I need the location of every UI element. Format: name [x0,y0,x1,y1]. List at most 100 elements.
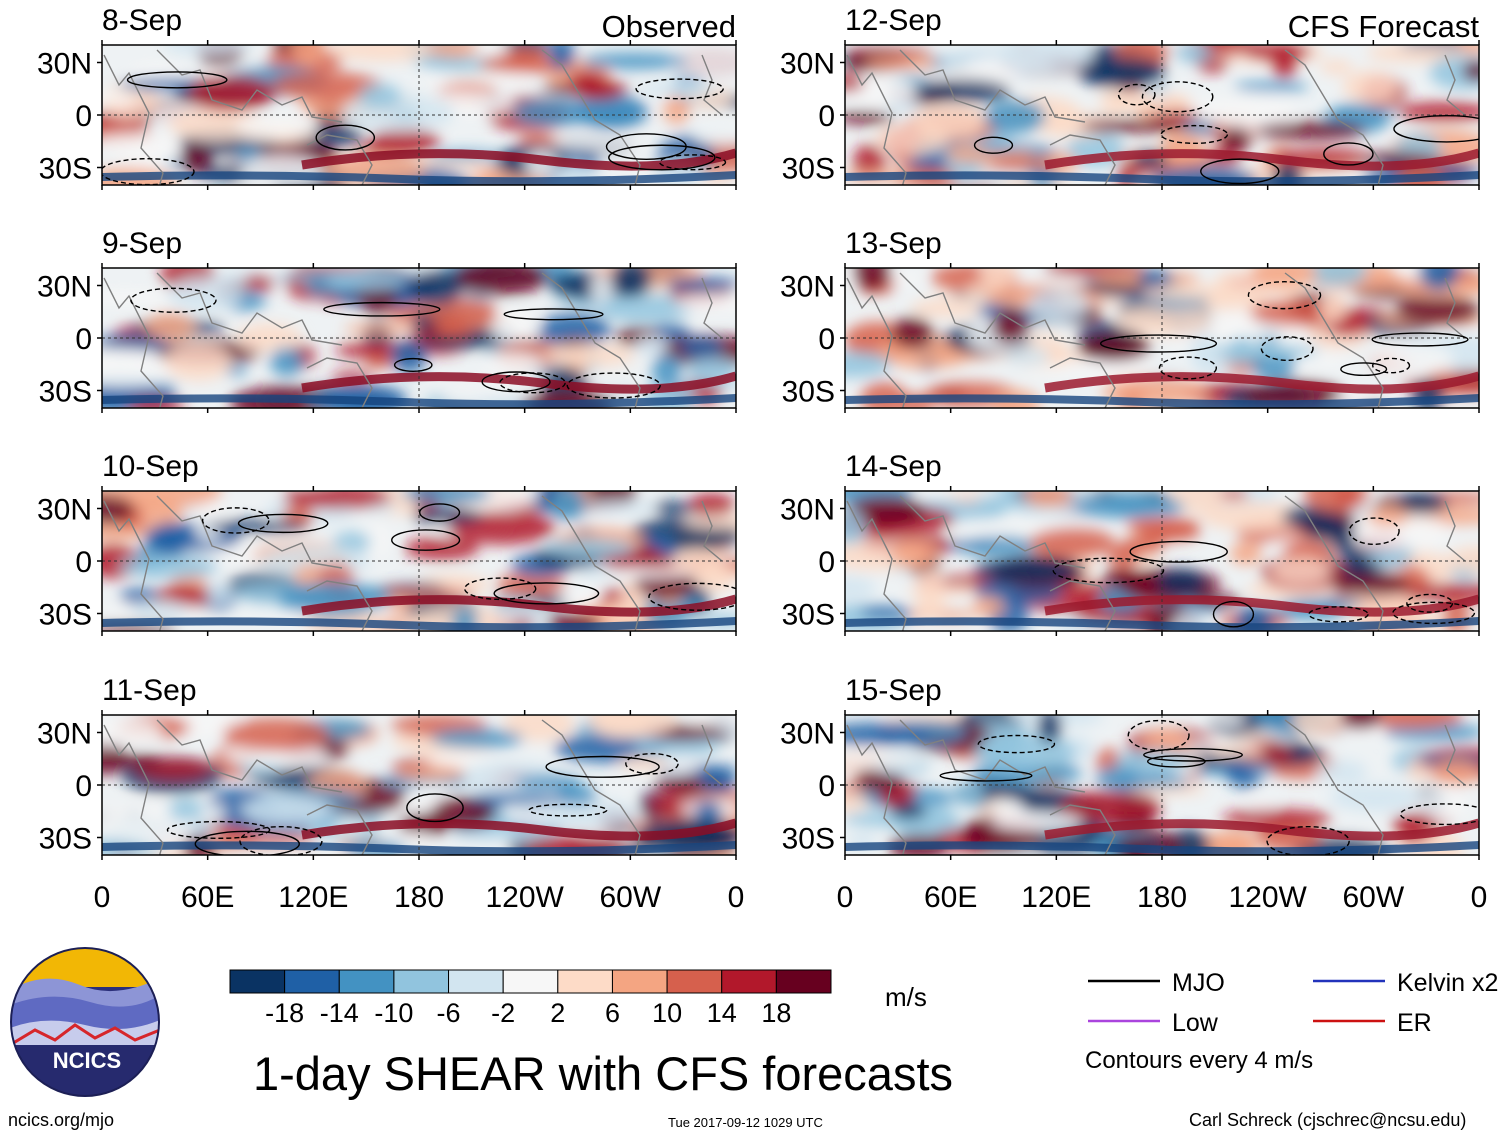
panel-date-label: 13-Sep [845,227,942,260]
shear-field-0-3 [102,715,736,855]
y-tick-label: 30S [782,823,835,856]
coastlines [846,495,1466,631]
shear-field-1-3 [845,715,1479,855]
y-tick-label: 30S [782,153,835,186]
panel-date-label: 14-Sep [845,450,942,483]
colorbar-label: 6 [605,998,620,1028]
panels-layer [102,45,1479,855]
y-tick-label: 30S [39,823,92,856]
panel-date-label: 11-Sep [102,674,197,707]
colorbar-label: -10 [374,998,413,1028]
mjo-contours [166,752,679,855]
y-tick-label: 0 [818,770,835,803]
colorbar-swatch [775,969,832,994]
legend-label: MJO [1172,969,1225,997]
legend-label: Low [1172,1009,1219,1037]
mjo-contours [1052,517,1476,628]
x-tick-label: 0 [94,881,111,914]
legend-label: ER [1397,1009,1432,1037]
site-url[interactable]: ncics.org/mjo [8,1110,115,1130]
x-tick-label: 60W [1342,881,1404,914]
x-tick-label: 60W [599,881,661,914]
x-tick-label: 60E [924,881,977,914]
y-tick-label: 30N [37,271,92,304]
axes-layer: 8-Sep30N030SObserved9-Sep30N030S10-Sep30… [37,4,1487,914]
mjo-contours [1099,281,1469,380]
shear-field-0-1 [102,268,736,408]
shear-field-1-0 [845,45,1479,185]
y-tick-label: 30N [37,48,92,81]
panel-date-label: 15-Sep [845,674,942,707]
x-tick-label: 120E [278,881,348,914]
colorbar-label: -2 [491,998,515,1028]
y-tick-label: 30N [780,271,835,304]
column-label: Observed [602,9,736,44]
colorbar-label: -14 [320,998,359,1028]
colorbar-swatch [229,969,286,994]
author-credit: Carl Schreck (cjschrec@ncsu.edu) [1189,1110,1467,1130]
y-tick-label: 30N [37,494,92,527]
coastlines [103,495,723,631]
y-tick-label: 30S [39,376,92,409]
y-tick-label: 0 [75,546,92,579]
y-tick-label: 0 [75,323,92,356]
colorbar-label: 14 [707,998,737,1028]
y-tick-label: 30S [39,153,92,186]
colorbar-swatch [338,969,395,994]
coastlines [846,49,1466,185]
colorbar-swatch [611,969,668,994]
x-tick-label: 120E [1021,881,1091,914]
colorbar-swatch [448,969,504,994]
contour-note: Contours every 4 m/s [1085,1047,1313,1074]
panel-date-label: 10-Sep [102,450,199,483]
colorbar: -18 -14 -10 -6 -2 2 6 10 14 18 [229,969,832,1028]
panel-date-label: 8-Sep [102,4,182,37]
y-tick-label: 30N [780,718,835,751]
x-tick-label: 60E [181,881,234,914]
mjo-contours [939,719,1479,855]
x-tick-label: 0 [1471,881,1488,914]
mjo-contours [201,503,736,611]
panel-date-label: 12-Sep [845,4,942,37]
colorbar-label: -6 [437,998,461,1028]
colorbar-swatch [557,969,613,994]
colorbar-swatch [393,969,450,994]
y-tick-label: 0 [75,100,92,133]
column-label: CFS Forecast [1288,9,1480,44]
x-tick-label: 180 [394,881,444,914]
mjo-contours [973,81,1479,185]
colorbar-label: 10 [652,998,682,1028]
ncics-logo [11,948,159,1096]
chart-title: 1-day SHEAR with CFS forecasts [253,1047,953,1100]
y-tick-label: 30S [39,599,92,632]
x-tick-label: 0 [837,881,854,914]
colorbar-label: -18 [265,998,304,1028]
y-tick-label: 30N [780,48,835,81]
legend-label: Kelvin x2 [1397,969,1498,997]
legend: MJO Kelvin x2 Low ER [1088,969,1498,1037]
y-tick-label: 30N [37,718,92,751]
shear-field-1-1 [845,268,1479,408]
colorbar-label: 18 [761,998,791,1028]
mjo-contours [102,71,727,185]
colorbar-swatch [284,969,340,994]
shear-field-0-2 [102,491,736,631]
y-tick-label: 0 [818,546,835,579]
logo-text: NCICS [53,1048,121,1073]
colorbar-label: 2 [550,998,565,1028]
y-tick-label: 0 [818,100,835,133]
y-tick-label: 0 [75,770,92,803]
coastlines [846,272,1466,408]
shear-field-0-0 [102,45,736,185]
x-tick-label: 180 [1137,881,1187,914]
timestamp: Tue 2017-09-12 1029 UTC [668,1115,823,1130]
panel-date-label: 9-Sep [102,227,182,260]
coastlines [103,719,723,855]
y-tick-label: 0 [818,323,835,356]
shear-field-1-2 [845,491,1479,631]
y-tick-label: 30S [782,376,835,409]
mjo-contours [130,287,661,399]
y-tick-label: 30S [782,599,835,632]
x-tick-label: 120W [1228,881,1307,914]
